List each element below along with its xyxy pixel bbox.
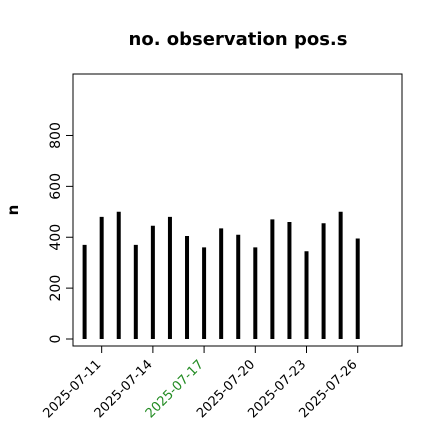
y-tick-label-400: 400 [48,224,64,251]
y-axis: 0 200 400 600 800 [48,122,74,344]
y-axis-label: n [4,205,22,216]
y-tick-label-800: 800 [48,122,64,149]
bars-group [82,211,360,339]
y-tick-label-0: 0 [48,335,64,344]
x-axis: 2025-07-112025-07-142025-07-172025-07-20… [40,345,361,421]
y-tick-label-600: 600 [48,173,64,200]
y-tick-label-200: 200 [48,275,64,302]
chart-title: no. observation pos.s [129,29,348,50]
